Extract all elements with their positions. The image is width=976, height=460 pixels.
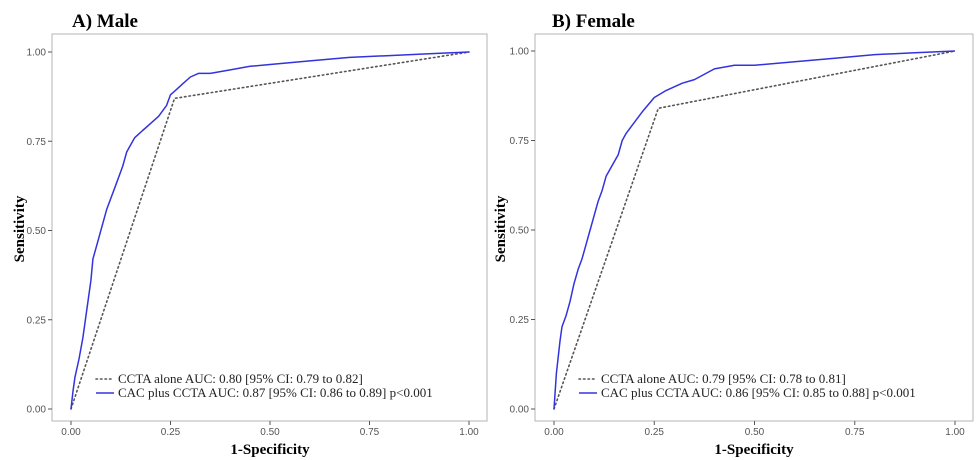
y-tick-label: 0.00 bbox=[510, 405, 530, 416]
y-tick-label: 0.75 bbox=[27, 137, 47, 148]
legend-label: CAC plus CCTA AUC: 0.87 [95% CI: 0.86 to… bbox=[118, 385, 433, 400]
ccta-alone-roc-line bbox=[70, 51, 470, 410]
plot-frame bbox=[534, 33, 974, 422]
panel-male: A) Male 0.00 0.25 0.50 0.75 1.00 0.00 0.25 0.50… bbox=[12, 11, 488, 458]
legend-label: CCTA alone AUC: 0.79 [95% CI: 0.78 to 0.… bbox=[601, 371, 846, 386]
legend: CCTA alone AUC: 0.79 [95% CI: 0.78 to 0.… bbox=[578, 371, 916, 400]
x-tick-label: 0.00 bbox=[544, 427, 564, 438]
cac-plus-ccta-roc-line bbox=[553, 50, 956, 410]
y-tick-label: 0.75 bbox=[510, 136, 530, 147]
series-layer bbox=[553, 50, 956, 410]
x-axis-title: 1-Specificity bbox=[714, 442, 794, 458]
x-tick-label: 0.00 bbox=[61, 427, 81, 438]
x-tick-label: 0.75 bbox=[845, 427, 865, 438]
panel-title: B) Female bbox=[552, 11, 635, 32]
y-axis-title: Sensitivity bbox=[12, 195, 28, 262]
y-tick-label: 1.00 bbox=[510, 47, 530, 58]
axis-ticks: 0.00 0.25 0.50 0.75 1.00 0.00 0.25 0.50 0.75 1.00 bbox=[27, 48, 480, 439]
x-axis-title: 1-Specificity bbox=[230, 442, 310, 458]
y-tick-label: 0.25 bbox=[510, 315, 530, 326]
legend-label: CCTA alone AUC: 0.80 [95% CI: 0.79 to 0.… bbox=[118, 371, 363, 386]
legend-label: CAC plus CCTA AUC: 0.86 [95% CI: 0.85 to… bbox=[601, 385, 916, 400]
y-tick-label: 0.25 bbox=[27, 315, 47, 326]
y-axis-title: Sensitivity bbox=[493, 195, 509, 262]
x-tick-label: 0.75 bbox=[360, 427, 380, 438]
y-tick-label: 0.50 bbox=[27, 226, 47, 237]
x-tick-label: 0.50 bbox=[745, 427, 765, 438]
panel-female: B) Female 0.00 0.25 0.50 0.75 1.000.000.250.… bbox=[493, 11, 974, 458]
axis-ticks: 0.00 0.25 0.50 0.75 1.00 0.00 0.25 0.50 0.75 1.00 bbox=[510, 47, 966, 439]
x-tick-label: 0.25 bbox=[645, 427, 665, 438]
x-tick-label: 1.00 bbox=[945, 427, 965, 438]
legend: CCTA alone AUC: 0.80 [95% CI: 0.79 to 0.… bbox=[95, 371, 433, 400]
x-tick-label: 1.00 bbox=[459, 427, 479, 438]
ccta-alone-roc-line bbox=[553, 50, 956, 410]
plot-frame bbox=[51, 33, 488, 422]
x-tick-label: 0.25 bbox=[161, 427, 181, 438]
series-layer bbox=[70, 51, 470, 410]
panel-title: A) Male bbox=[72, 11, 138, 32]
x-tick-label: 0.50 bbox=[260, 427, 280, 438]
y-tick-label: 1.00 bbox=[27, 48, 47, 59]
y-tick-label: 0.00 bbox=[27, 405, 47, 416]
cac-plus-ccta-roc-line bbox=[70, 51, 470, 410]
y-tick-label: 0.50 bbox=[510, 226, 530, 237]
